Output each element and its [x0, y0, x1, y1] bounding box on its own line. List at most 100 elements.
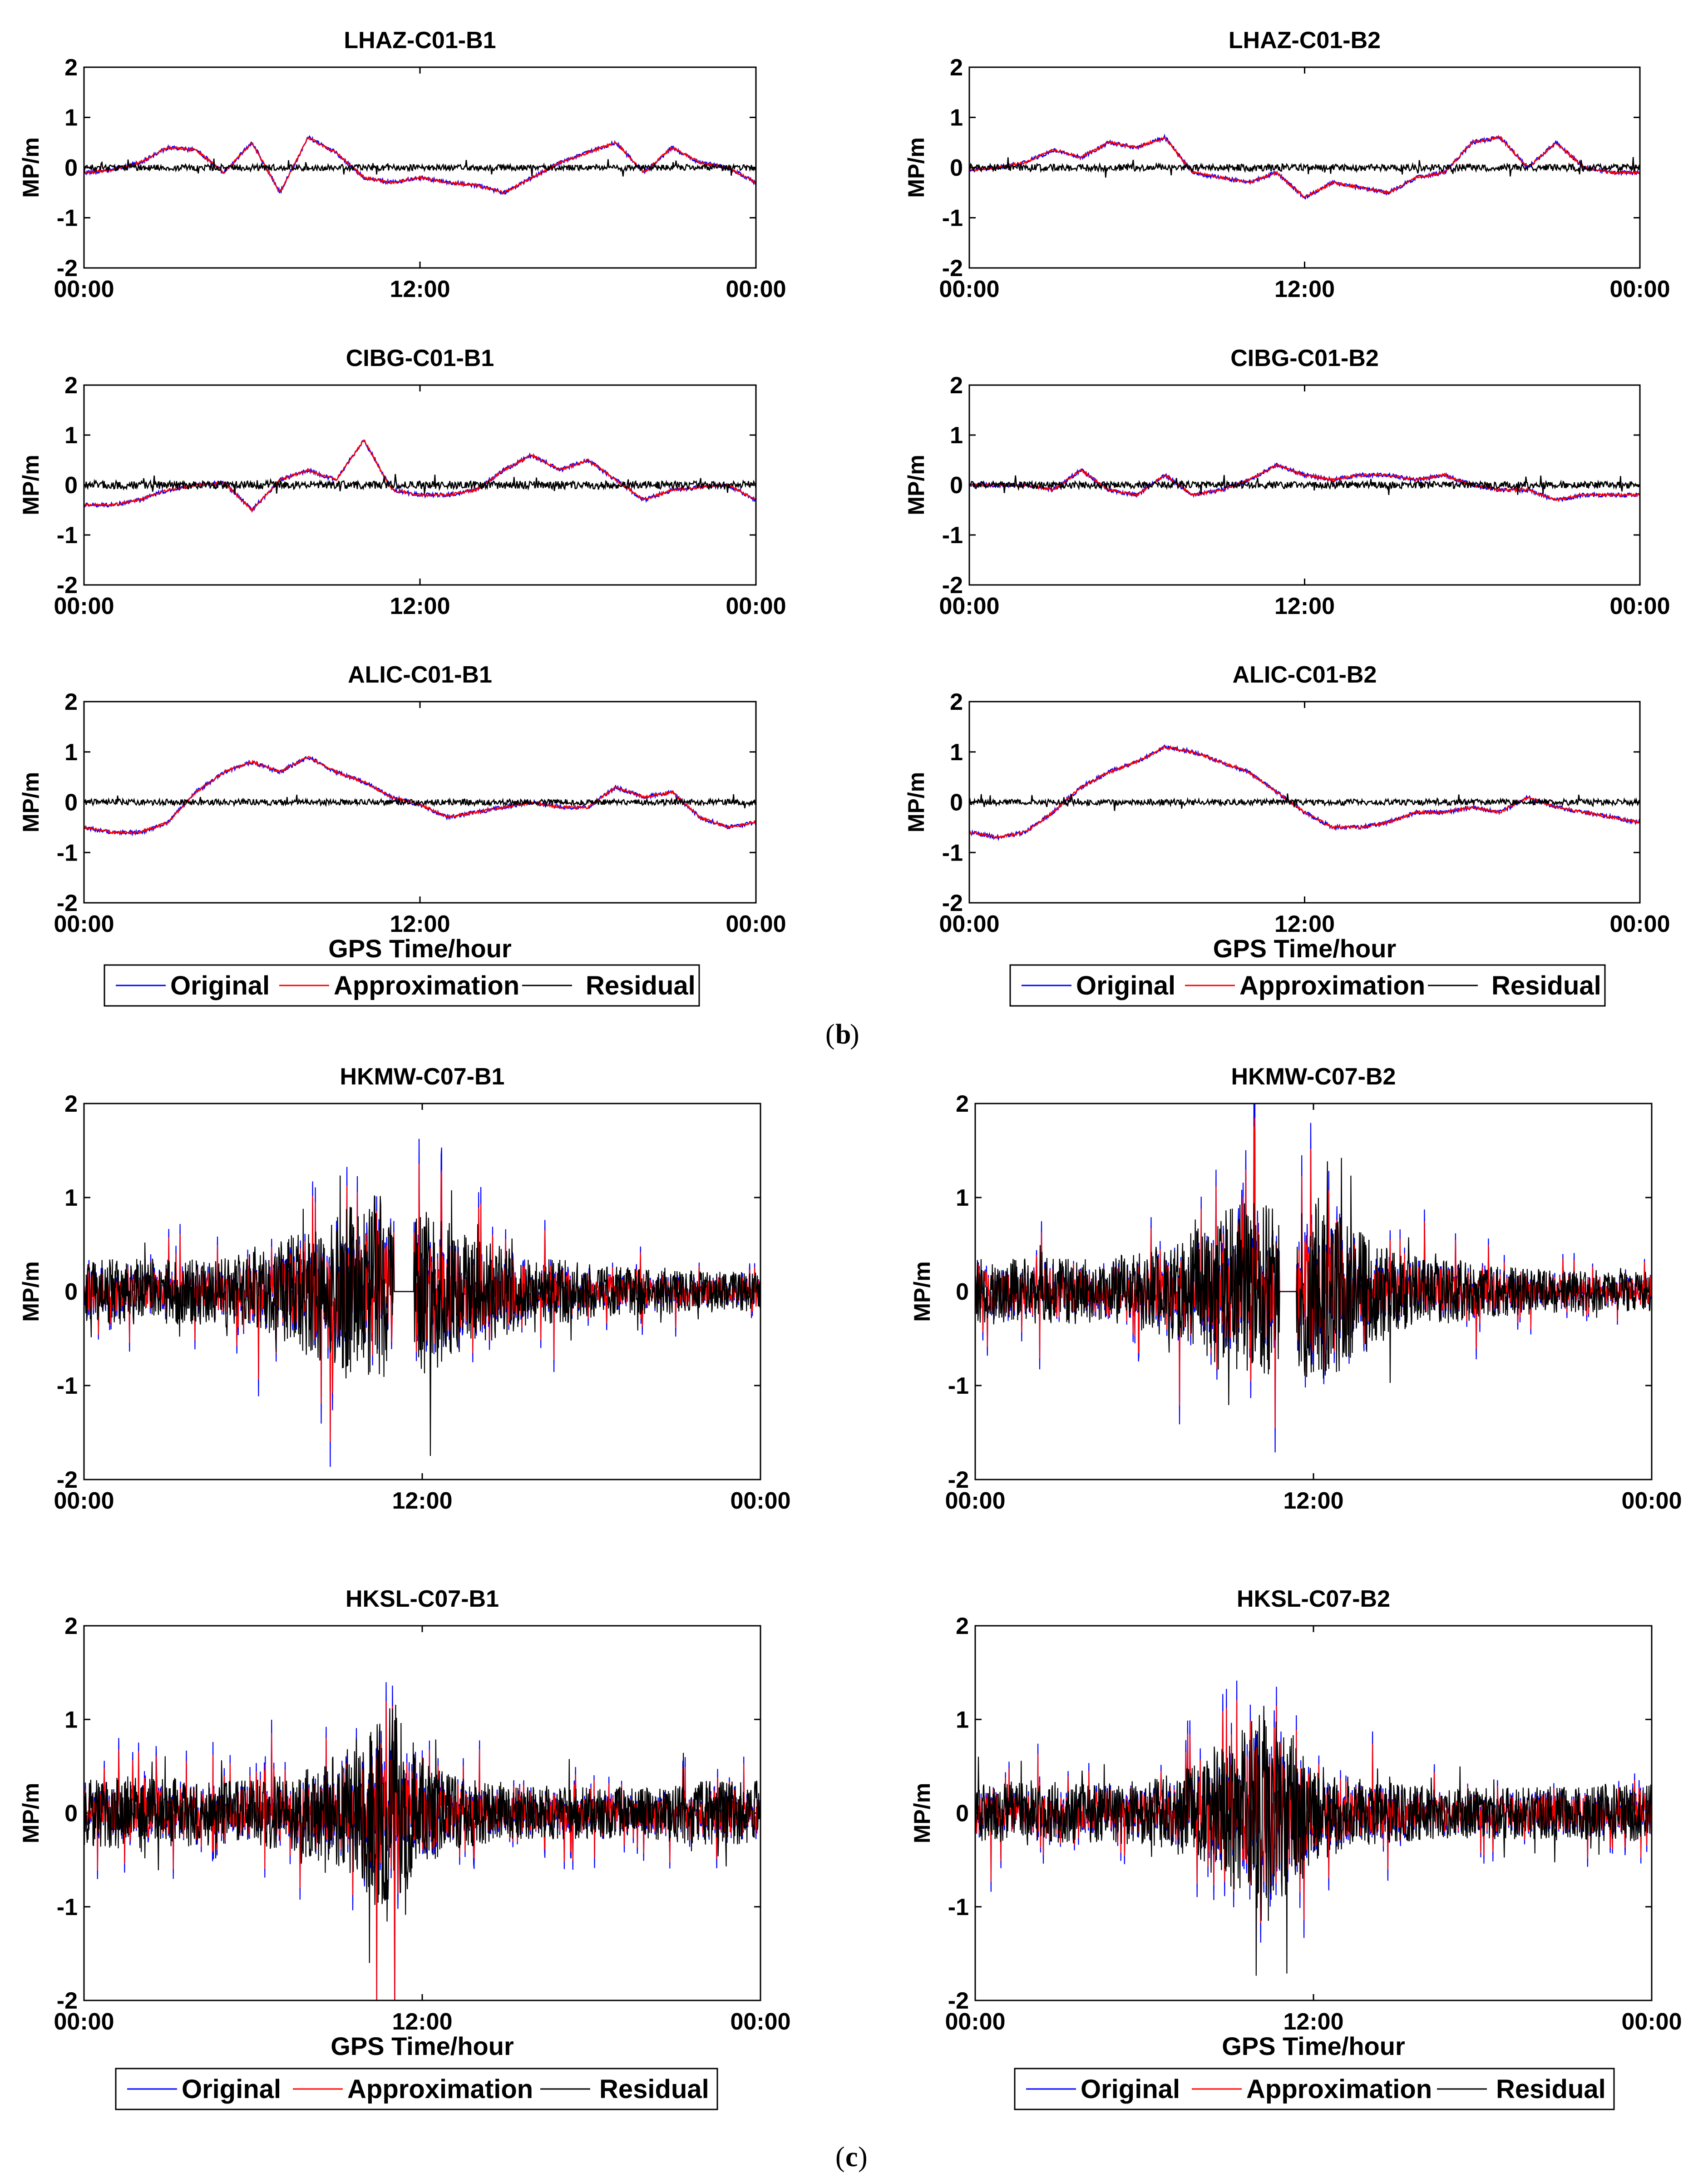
y-tick-label: 0: [64, 1279, 78, 1305]
series-group: [969, 744, 1640, 842]
chart-title: CIBG-C01-B2: [1230, 345, 1379, 371]
y-tick-label: -2: [57, 890, 78, 916]
y-tick-label: -1: [57, 1373, 78, 1399]
approximation-series-line: [84, 136, 756, 195]
series-group: [84, 1682, 760, 2000]
x-tick-label: 00:00: [1610, 593, 1670, 619]
legend-original-label: Original: [170, 971, 270, 1000]
y-tick-label: 1: [950, 105, 963, 131]
y-tick-label: 0: [64, 790, 78, 816]
residual-series-line: [969, 157, 1640, 178]
y-tick-label: 1: [64, 1707, 78, 1733]
svg-text:): ): [850, 1019, 859, 1050]
x-tick-label: 00:00: [1610, 276, 1670, 302]
y-axis-label: MP/m: [903, 772, 929, 832]
x-tick-label: 12:00: [392, 2009, 453, 2035]
x-tick-label: 12:00: [1283, 1488, 1344, 1514]
legend-b-right: Original Approximation Residual: [1009, 964, 1606, 1007]
y-tick-label: 0: [950, 472, 963, 499]
residual-series-line: [84, 158, 756, 177]
chart-title: CIBG-C01-B1: [346, 345, 494, 371]
series-group: [969, 463, 1640, 503]
svg-text:(: (: [825, 1019, 835, 1050]
y-tick-label: -2: [57, 572, 78, 599]
x-tick-label: 12:00: [1274, 276, 1335, 302]
plot-frame: [968, 66, 1641, 269]
plot-frame: [83, 66, 757, 269]
series-group: [975, 1680, 1652, 1976]
series-group: [84, 756, 756, 837]
y-tick-label: -2: [948, 1467, 969, 1493]
legend-approximation-label: Approximation: [347, 2074, 533, 2104]
x-tick-label: 12:00: [390, 911, 450, 937]
y-tick-label: 0: [956, 1279, 969, 1305]
x-tick-label: 00:00: [54, 593, 114, 619]
x-tick-label: 00:00: [726, 276, 786, 302]
legend-original-label: Original: [1081, 2074, 1180, 2104]
y-tick-label: 1: [64, 105, 78, 131]
x-axis-label: GPS Time/hour: [331, 2032, 513, 2060]
legend-box: [1009, 964, 1606, 1007]
x-tick-label: 00:00: [731, 1488, 791, 1514]
legend-b-left: Original Approximation Residual: [104, 964, 700, 1007]
series-group: [84, 1138, 760, 1467]
y-tick-label: 2: [950, 372, 963, 399]
y-tick-label: -1: [57, 205, 78, 232]
panel-label-c: c: [845, 2142, 858, 2173]
legend-residual-label: Residual: [1496, 2074, 1606, 2104]
chart-title: ALIC-C01-B2: [1233, 662, 1377, 688]
residual-series-line: [975, 1706, 1652, 1976]
y-tick-label: -1: [942, 522, 963, 549]
legend-box: [104, 964, 700, 1007]
plot-frame: [83, 1625, 761, 2001]
legend-residual-label: Residual: [586, 971, 696, 1000]
legend-approximation-label: Approximation: [1239, 971, 1425, 1000]
y-tick-label: 0: [950, 155, 963, 181]
residual-series-line: [84, 794, 756, 809]
x-tick-label: 12:00: [392, 1488, 453, 1514]
plot-frame: [974, 1625, 1653, 2001]
y-axis-label: MP/m: [18, 1783, 44, 1843]
panel-label-c-group: ( c ): [835, 2142, 868, 2173]
residual-series-line: [84, 474, 756, 494]
y-tick-label: -2: [942, 255, 963, 282]
x-tick-label: 00:00: [945, 1488, 1006, 1514]
series-group: [975, 1104, 1652, 1453]
x-axis-label: GPS Time/hour: [1222, 2032, 1405, 2060]
y-tick-label: -2: [948, 1988, 969, 2014]
plot-frame: [83, 384, 757, 586]
legend-c-left: Original Approximation Residual: [115, 2068, 718, 2110]
y-axis-label: MP/m: [903, 137, 929, 198]
chart-title: ALIC-C01-B1: [348, 662, 492, 688]
x-tick-label: 12:00: [390, 276, 450, 302]
y-axis-label: MP/m: [18, 455, 44, 515]
y-tick-label: 1: [950, 739, 963, 766]
x-tick-label: 00:00: [731, 2009, 791, 2035]
panel-label-b-group: ( b ): [825, 1019, 859, 1050]
y-tick-label: 2: [950, 54, 963, 81]
chart-title: LHAZ-C01-B1: [344, 27, 496, 54]
y-axis-label: MP/m: [903, 455, 929, 515]
y-tick-label: 1: [956, 1185, 969, 1211]
x-tick-label: 00:00: [939, 593, 1000, 619]
x-tick-label: 00:00: [939, 276, 1000, 302]
y-tick-label: -2: [57, 255, 78, 282]
chart-title: LHAZ-C01-B2: [1229, 27, 1381, 54]
residual-series-line: [975, 1158, 1652, 1406]
x-tick-label: 00:00: [54, 276, 114, 302]
y-tick-label: 0: [64, 1801, 78, 1827]
y-tick-label: 2: [64, 372, 78, 399]
chart-title: HKSL-C07-B1: [346, 1586, 499, 1612]
y-tick-label: -2: [57, 1467, 78, 1493]
y-tick-label: 2: [950, 689, 963, 715]
x-tick-label: 00:00: [54, 911, 114, 937]
y-tick-label: 1: [64, 739, 78, 766]
